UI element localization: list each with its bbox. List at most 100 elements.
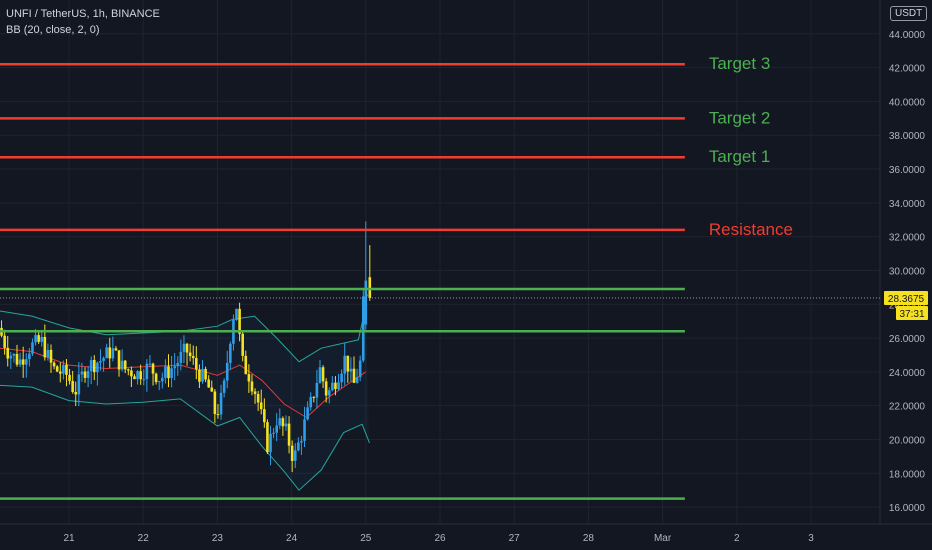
candle-body <box>173 366 176 369</box>
indicator-label[interactable]: BB (20, close, 2, 0) <box>6 24 100 36</box>
currency-badge[interactable]: USDT <box>890 6 928 21</box>
candle-body <box>247 374 251 382</box>
candle-body <box>297 442 300 451</box>
grid-lines <box>0 0 880 524</box>
candle-body <box>62 364 65 374</box>
candle-body <box>238 308 241 334</box>
candle-body <box>346 355 350 372</box>
time-tick-label: 3 <box>808 533 814 544</box>
price-tick-label: 36.0000 <box>889 165 926 176</box>
current-price-tag-bg <box>884 291 928 306</box>
time-tick-label: 26 <box>434 533 446 544</box>
candle-body <box>368 277 372 299</box>
candle-body <box>253 391 257 395</box>
price-tick-label: 24.0000 <box>889 368 926 379</box>
price-tick-label: 42.0000 <box>889 64 926 75</box>
price-tick-label: 28.0000 <box>889 300 926 311</box>
candle-body <box>148 363 152 365</box>
candle-body <box>318 367 322 384</box>
price-tick-label: 16.0000 <box>889 503 926 514</box>
price-tick-label: 44.0000 <box>889 30 926 41</box>
candle-body <box>55 366 59 372</box>
price-tick-label: 40.0000 <box>889 97 926 108</box>
candle-body <box>263 409 266 423</box>
candle-body <box>46 349 50 358</box>
candle-body <box>331 382 334 391</box>
candle-body <box>123 360 127 370</box>
candle-body <box>284 423 288 427</box>
candle-body <box>222 380 226 393</box>
candle-countdown: 37:31 <box>899 309 924 320</box>
candle-body <box>327 390 331 396</box>
candle-body <box>49 349 53 363</box>
price-tick-label: 30.0000 <box>889 266 926 277</box>
time-tick-label: 24 <box>286 533 298 544</box>
time-tick-label: 21 <box>63 533 75 544</box>
candle-body <box>142 379 146 381</box>
candle-body <box>229 343 232 363</box>
candle-body <box>136 371 139 380</box>
candle-body <box>92 360 96 373</box>
candle-body <box>40 336 44 342</box>
candle-body <box>127 369 130 371</box>
symbol-title: UNFI / TetherUS, 1h, BINANCE <box>6 8 160 20</box>
candle-body <box>269 433 272 453</box>
level-label: Target 3 <box>709 54 770 73</box>
time-tick-label: 23 <box>212 533 224 544</box>
candle-body <box>52 362 56 367</box>
candle-body <box>315 383 319 398</box>
candle-body <box>278 418 282 426</box>
candle-body <box>3 335 6 348</box>
price-axis[interactable]: 16.0000 18.0000 20.0000 22.0000 24.0000 26.00… <box>889 30 926 514</box>
price-tick-label: 32.0000 <box>889 233 926 244</box>
candle-body <box>145 363 149 380</box>
time-tick-label: 2 <box>734 533 740 544</box>
candle-body <box>15 353 19 365</box>
level-label: Target 2 <box>709 108 770 127</box>
candle-body <box>306 407 309 420</box>
candle-body <box>108 347 112 359</box>
candle-body <box>102 358 105 362</box>
candle-body <box>185 343 189 353</box>
candle-body <box>337 382 340 390</box>
candle-body <box>139 371 142 380</box>
candle-body <box>157 381 161 383</box>
candle-body <box>343 355 347 374</box>
time-axis[interactable]: 21 22 23 24 25 26 27 28 Mar 2 3 <box>63 533 814 544</box>
candle-body <box>21 359 25 365</box>
candle-body <box>303 419 306 441</box>
candle-body <box>210 387 214 392</box>
time-tick-label: 22 <box>138 533 150 544</box>
candle-body <box>176 362 180 367</box>
candle-body <box>358 360 362 378</box>
candle-body <box>207 379 210 388</box>
candle-body <box>105 347 108 359</box>
candle-body <box>334 382 337 390</box>
horizontal-levels <box>0 62 685 500</box>
time-tick-label: 27 <box>509 533 521 544</box>
candle-body <box>235 308 238 320</box>
candle-body <box>355 377 359 383</box>
current-price-marker: 28.3675 37:31 <box>0 291 928 321</box>
candle-body <box>290 445 294 461</box>
candle-body <box>300 440 303 443</box>
candle-body <box>204 368 207 380</box>
price-tick-label: 38.0000 <box>889 131 926 142</box>
candle-body <box>43 336 47 358</box>
bollinger-basis <box>0 347 367 419</box>
price-tick-label: 34.0000 <box>889 199 926 210</box>
candle-body <box>77 374 81 395</box>
candle-body <box>188 352 192 357</box>
candle-body <box>133 376 136 380</box>
countdown-tag-bg <box>896 306 928 321</box>
level-label: Target 1 <box>709 147 770 166</box>
candle-body <box>9 355 13 359</box>
candle-body <box>241 333 244 356</box>
current-price-value: 28.3675 <box>888 294 925 305</box>
candle-body <box>256 394 260 403</box>
candle-body <box>281 418 285 427</box>
time-tick-label: Mar <box>654 533 672 544</box>
candle-body <box>275 425 279 433</box>
